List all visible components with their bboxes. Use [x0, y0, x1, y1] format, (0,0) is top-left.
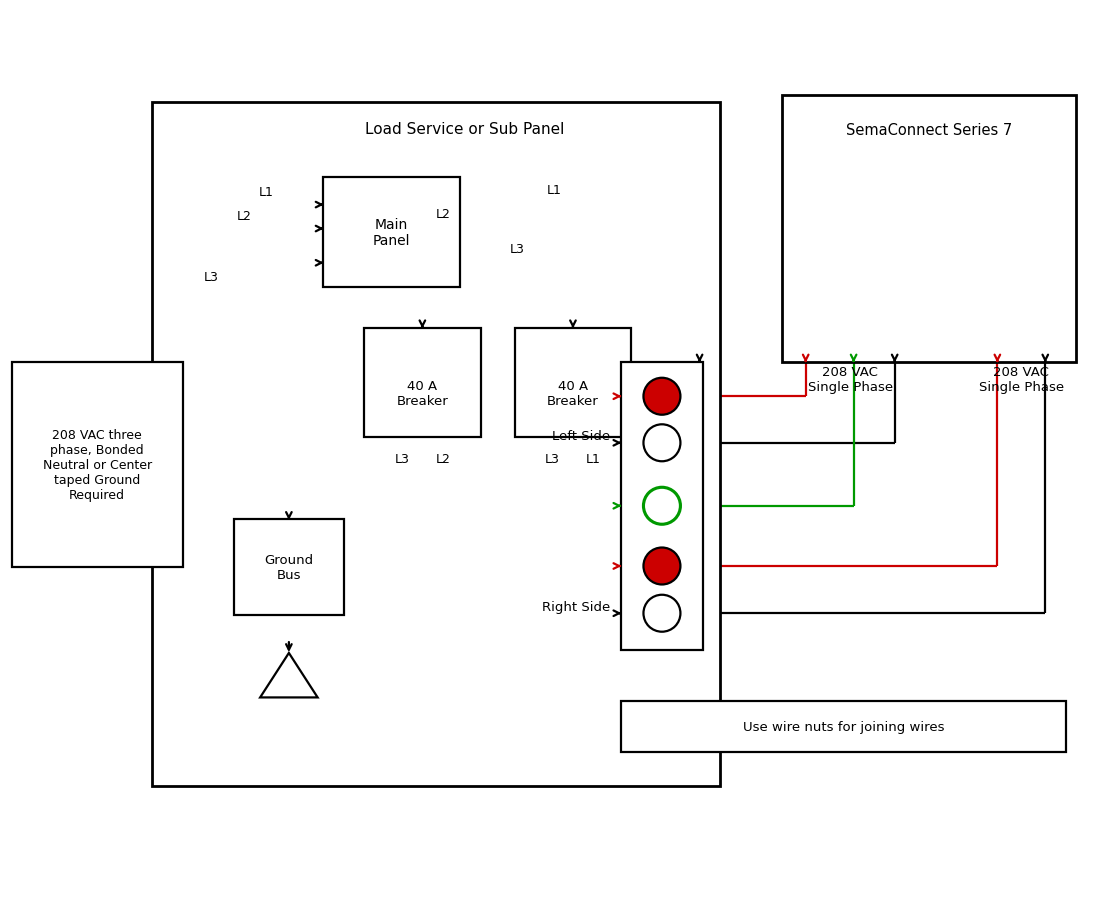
Text: L3: L3 — [545, 453, 560, 466]
Text: L1: L1 — [547, 184, 561, 197]
Text: 208 VAC
Single Phase: 208 VAC Single Phase — [978, 366, 1064, 394]
Text: L1: L1 — [586, 453, 601, 466]
Text: 208 VAC three
phase, Bonded
Neutral or Center
taped Ground
Required: 208 VAC three phase, Bonded Neutral or C… — [43, 429, 152, 502]
Bar — [152, 103, 720, 787]
Text: Load Service or Sub Panel: Load Service or Sub Panel — [365, 122, 564, 137]
Circle shape — [643, 595, 681, 632]
Bar — [515, 329, 631, 438]
Bar — [234, 520, 344, 616]
Text: L2: L2 — [436, 208, 450, 221]
Circle shape — [643, 424, 681, 461]
Text: L1: L1 — [259, 185, 274, 199]
Polygon shape — [260, 653, 317, 698]
Bar — [620, 363, 703, 650]
Circle shape — [643, 548, 681, 585]
Text: L2: L2 — [237, 209, 251, 222]
Text: 40 A
Breaker: 40 A Breaker — [547, 379, 598, 407]
Text: SemaConnect Series 7: SemaConnect Series 7 — [845, 124, 1012, 138]
Circle shape — [643, 488, 681, 525]
Bar — [323, 178, 460, 287]
Text: L3: L3 — [204, 270, 219, 284]
Text: Ground
Bus: Ground Bus — [265, 554, 313, 582]
Text: Main
Panel: Main Panel — [373, 218, 411, 247]
Bar — [365, 329, 481, 438]
Text: 208 VAC
Single Phase: 208 VAC Single Phase — [808, 366, 893, 394]
Bar — [12, 363, 182, 568]
Bar — [782, 96, 1076, 363]
Circle shape — [643, 378, 681, 415]
Text: Right Side: Right Side — [542, 600, 610, 613]
Bar — [620, 701, 1066, 752]
Text: L2: L2 — [436, 453, 450, 466]
Text: L3: L3 — [394, 453, 410, 466]
Text: Use wire nuts for joining wires: Use wire nuts for joining wires — [742, 721, 944, 733]
Text: 40 A
Breaker: 40 A Breaker — [396, 379, 448, 407]
Text: Left Side: Left Side — [552, 430, 610, 443]
Text: L3: L3 — [511, 242, 525, 256]
